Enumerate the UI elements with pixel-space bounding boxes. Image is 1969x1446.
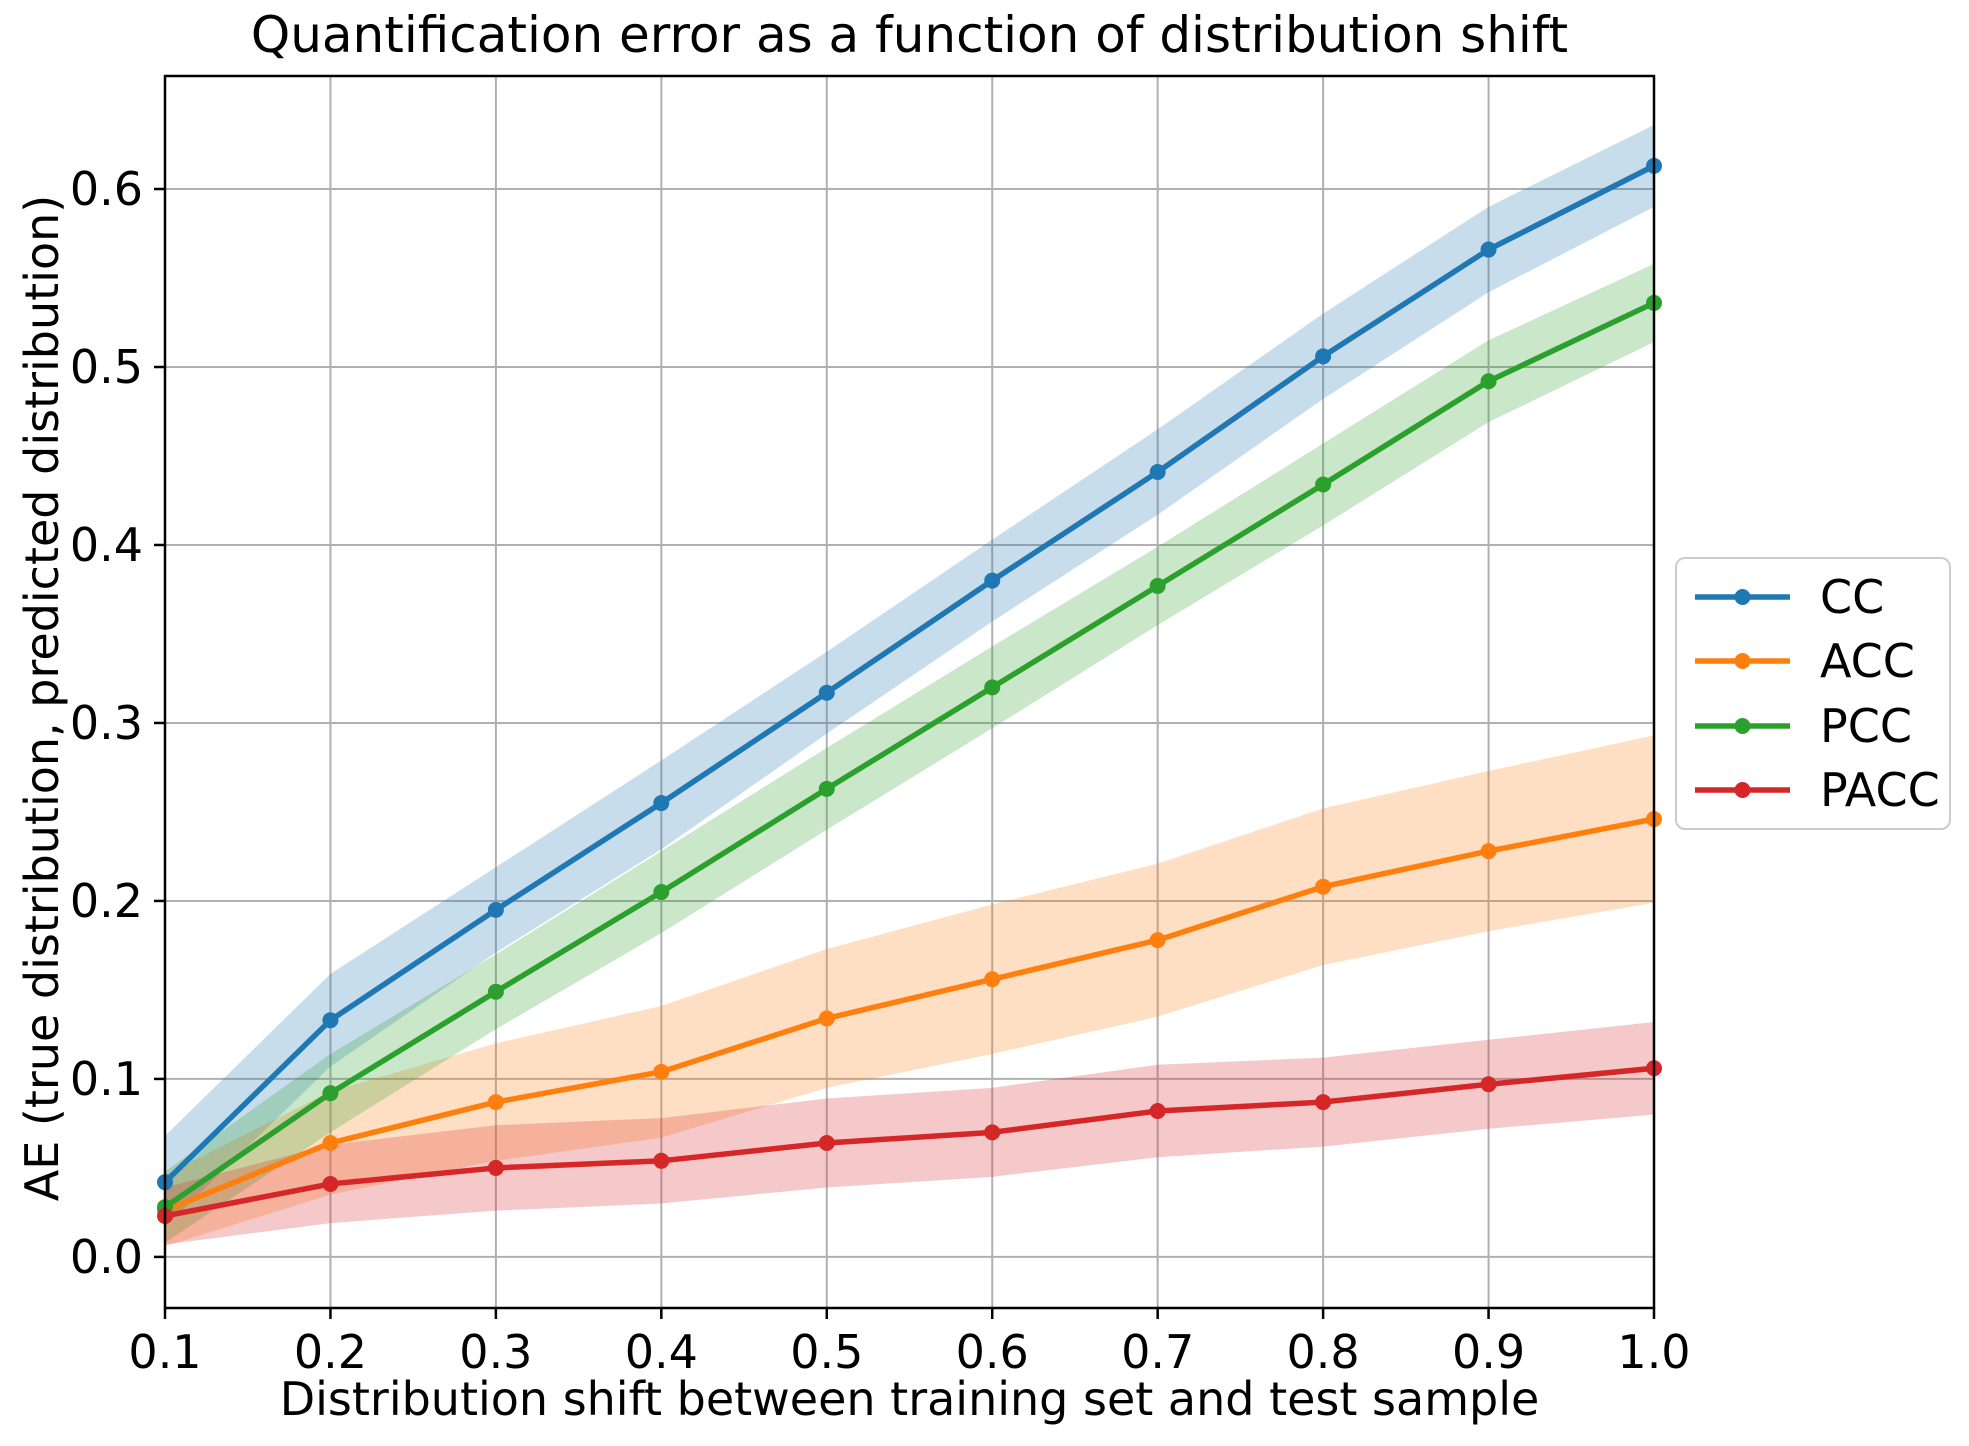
marker-pacc — [653, 1152, 670, 1169]
marker-acc — [1315, 878, 1332, 895]
marker-cc — [1149, 464, 1166, 481]
legend-label: PCC — [1820, 698, 1912, 753]
marker-acc — [322, 1135, 339, 1152]
marker-pcc — [984, 679, 1001, 696]
legend-marker — [1734, 653, 1751, 670]
series-line-acc — [163, 816, 1655, 1214]
legend-label: ACC — [1820, 634, 1915, 689]
x-tick-label: 0.5 — [790, 1325, 863, 1379]
marker-acc — [653, 1063, 670, 1080]
x-tick-label: 0.8 — [1287, 1325, 1360, 1379]
series-line-pcc — [163, 300, 1656, 1210]
series-line-pacc — [164, 1065, 1655, 1219]
marker-cc — [1315, 348, 1332, 365]
chart-title: Quantification error as a function of di… — [250, 6, 1569, 64]
marker-pcc — [1480, 373, 1497, 390]
y-axis-label: AE (true distribution, predicted distrib… — [15, 194, 69, 1202]
marker-cc — [487, 901, 504, 918]
plot-border — [163, 74, 1656, 1310]
x-tick-label: 0.3 — [459, 1325, 532, 1379]
marker-pcc — [322, 1085, 339, 1102]
marker-pcc — [818, 780, 835, 797]
marker-pcc — [1149, 577, 1166, 594]
legend-marker — [1734, 589, 1751, 606]
x-tick-label: 0.6 — [956, 1325, 1029, 1379]
marker-cc — [1480, 241, 1497, 258]
legend-sample-line-cc — [1695, 589, 1790, 606]
marker-pacc — [1480, 1076, 1497, 1093]
series-lines — [157, 157, 1662, 1224]
x-tick-label: 0.4 — [625, 1325, 698, 1379]
x-tick-label: 0.7 — [1121, 1325, 1194, 1379]
marker-pacc — [1149, 1102, 1166, 1119]
legend-item-pcc: PCC — [1695, 694, 1949, 758]
legend: CC ACC PCC PACC — [1675, 557, 1951, 830]
ticks: 0.1 0.2 0.3 0.4 0.5 0.6 0.7 0.8 0.9 1.0 0.0 0.1 0.2 0… — [70, 162, 1691, 1379]
marker-pacc — [322, 1175, 339, 1192]
legend-marker — [1734, 781, 1751, 798]
confidence-bands — [165, 124, 1654, 1247]
y-tick-label: 0.5 — [70, 340, 143, 394]
marker-acc — [818, 1010, 835, 1027]
y-tick-label: 0.1 — [70, 1052, 143, 1106]
legend-item-pacc: PACC — [1695, 758, 1949, 822]
band-cc — [165, 124, 1654, 1227]
legend-sample-line-pacc — [1695, 781, 1790, 798]
y-tick-label: 0.3 — [70, 696, 143, 750]
y-tick-label: 0.6 — [70, 162, 143, 216]
marker-cc — [653, 795, 670, 812]
marker-cc — [984, 572, 1001, 589]
marker-pcc — [487, 983, 504, 1000]
marker-pcc — [653, 884, 670, 901]
legend-sample-line-acc — [1695, 653, 1790, 670]
legend-label: PACC — [1820, 762, 1940, 817]
marker-pacc — [1315, 1094, 1332, 1111]
series-line-cc — [163, 163, 1656, 1185]
marker-acc — [984, 971, 1001, 988]
legend-label: CC — [1820, 570, 1885, 625]
band-acc — [165, 735, 1654, 1247]
legend-item-acc: ACC — [1695, 629, 1949, 693]
marker-acc — [1480, 843, 1497, 860]
marker-pacc — [487, 1159, 504, 1176]
x-tick-label: 0.2 — [294, 1325, 367, 1379]
marker-cc — [818, 684, 835, 701]
marker-acc — [487, 1094, 504, 1111]
y-tick-label: 0.0 — [70, 1230, 143, 1284]
x-tick-label: 1.0 — [1617, 1325, 1690, 1379]
band-pacc — [165, 1021, 1654, 1245]
marker-acc — [1149, 932, 1166, 949]
marker-pcc — [1315, 476, 1332, 493]
legend-sample-line-pcc — [1695, 717, 1790, 734]
marker-pacc — [984, 1124, 1001, 1141]
marker-pacc — [818, 1135, 835, 1152]
y-tick-label: 0.2 — [70, 874, 143, 928]
y-tick-label: 0.4 — [70, 518, 143, 572]
legend-item-cc: CC — [1695, 565, 1949, 629]
x-tick-label: 0.1 — [128, 1325, 201, 1379]
x-tick-label: 0.9 — [1452, 1325, 1525, 1379]
marker-cc — [322, 1012, 339, 1029]
x-axis-label: Distribution shift between training set … — [279, 1372, 1540, 1426]
legend-marker — [1734, 717, 1751, 734]
